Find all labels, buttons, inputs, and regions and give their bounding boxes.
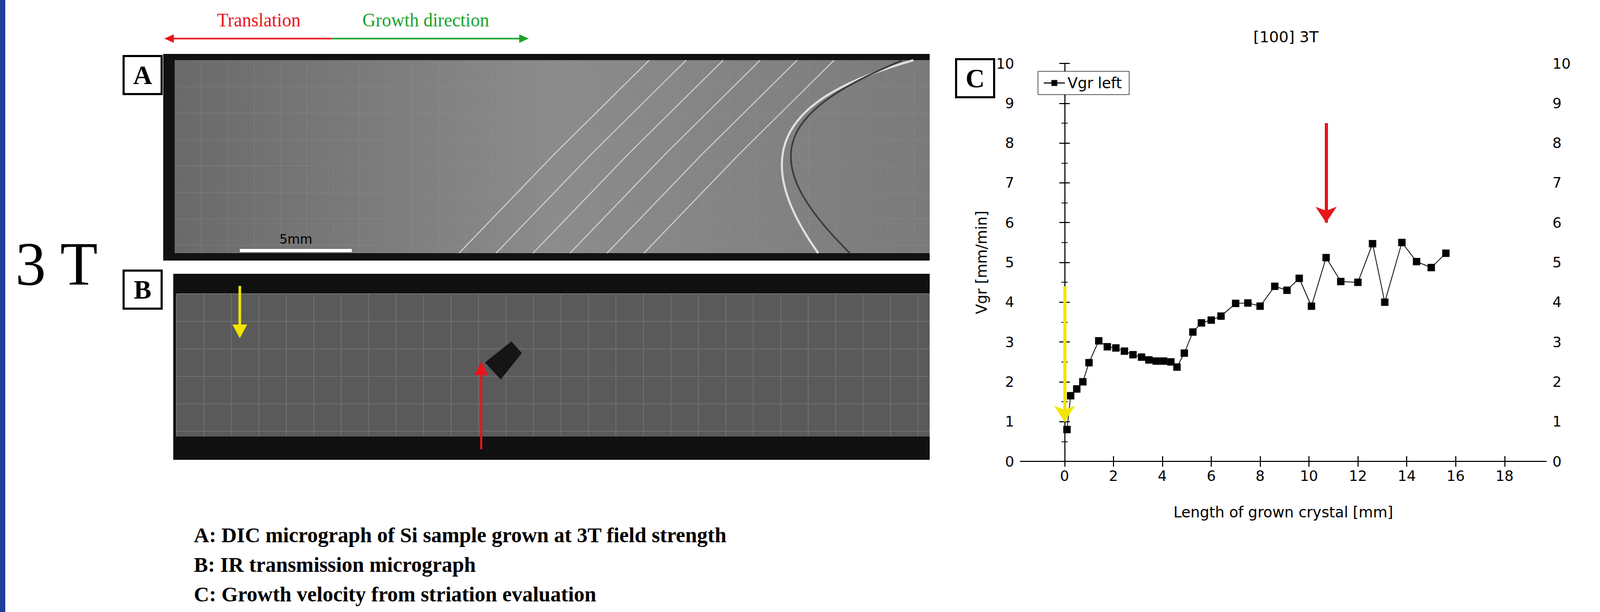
html-text:B: IR transmission micrograph: B: IR transmission micrograph bbox=[193, 552, 476, 577]
svg-text:5mm: 5mm bbox=[279, 231, 313, 247]
svg-text:3: 3 bbox=[1552, 333, 1562, 351]
svg-text:9: 9 bbox=[1005, 95, 1015, 112]
svg-text:0: 0 bbox=[1060, 467, 1070, 484]
svg-text:Vgr left: Vgr left bbox=[1067, 74, 1122, 92]
svg-text:12: 12 bbox=[1348, 467, 1367, 484]
svg-text:6: 6 bbox=[1206, 467, 1216, 484]
svg-text:4: 4 bbox=[1157, 467, 1167, 484]
svg-text:7: 7 bbox=[1005, 174, 1015, 191]
svg-text:18: 18 bbox=[1495, 467, 1514, 484]
svg-text:Vgr [mm/min]: Vgr [mm/min] bbox=[972, 210, 991, 315]
svg-text:Translation: Translation bbox=[217, 10, 301, 31]
svg-text:1: 1 bbox=[1552, 413, 1562, 430]
svg-text:16: 16 bbox=[1446, 467, 1465, 484]
html-text:C: C bbox=[965, 63, 985, 93]
svg-text:2: 2 bbox=[1552, 373, 1562, 390]
html-text:B: B bbox=[133, 274, 152, 305]
svg-text:6: 6 bbox=[1005, 214, 1015, 231]
svg-text:2: 2 bbox=[1005, 373, 1015, 390]
svg-text:5: 5 bbox=[1005, 254, 1015, 271]
svg-text:1: 1 bbox=[1005, 413, 1015, 430]
html-text:A: A bbox=[133, 60, 153, 90]
svg-text:4: 4 bbox=[1005, 293, 1015, 311]
svg-text:Length of grown crystal [mm]: Length of grown crystal [mm] bbox=[1173, 503, 1394, 521]
svg-text:10: 10 bbox=[1552, 55, 1571, 72]
html-text:A: DIC micrograph of Si sample: A: DIC micrograph of Si sample grown at … bbox=[193, 522, 727, 547]
svg-text:9: 9 bbox=[1552, 95, 1562, 112]
svg-text:8: 8 bbox=[1255, 467, 1265, 484]
html-text:C: Growth velocity from striat: C: Growth velocity from striation evalua… bbox=[193, 582, 597, 606]
svg-text:8: 8 bbox=[1552, 134, 1562, 152]
svg-text:0: 0 bbox=[1005, 453, 1015, 470]
svg-text:4: 4 bbox=[1552, 293, 1562, 311]
svg-text:0: 0 bbox=[1552, 453, 1562, 470]
svg-text:3: 3 bbox=[1005, 333, 1015, 351]
svg-text:14: 14 bbox=[1397, 467, 1416, 484]
svg-text:Growth direction: Growth direction bbox=[362, 10, 490, 31]
svg-text:10: 10 bbox=[1299, 467, 1318, 484]
svg-text:6: 6 bbox=[1552, 214, 1562, 231]
svg-text:7: 7 bbox=[1552, 174, 1562, 191]
html-text:3 T: 3 T bbox=[15, 230, 98, 298]
svg-text:5: 5 bbox=[1552, 254, 1562, 271]
svg-text:2: 2 bbox=[1108, 467, 1118, 484]
svg-text:8: 8 bbox=[1005, 134, 1015, 152]
svg-text:10: 10 bbox=[996, 55, 1015, 72]
svg-text:[100] 3T: [100] 3T bbox=[1253, 27, 1319, 46]
